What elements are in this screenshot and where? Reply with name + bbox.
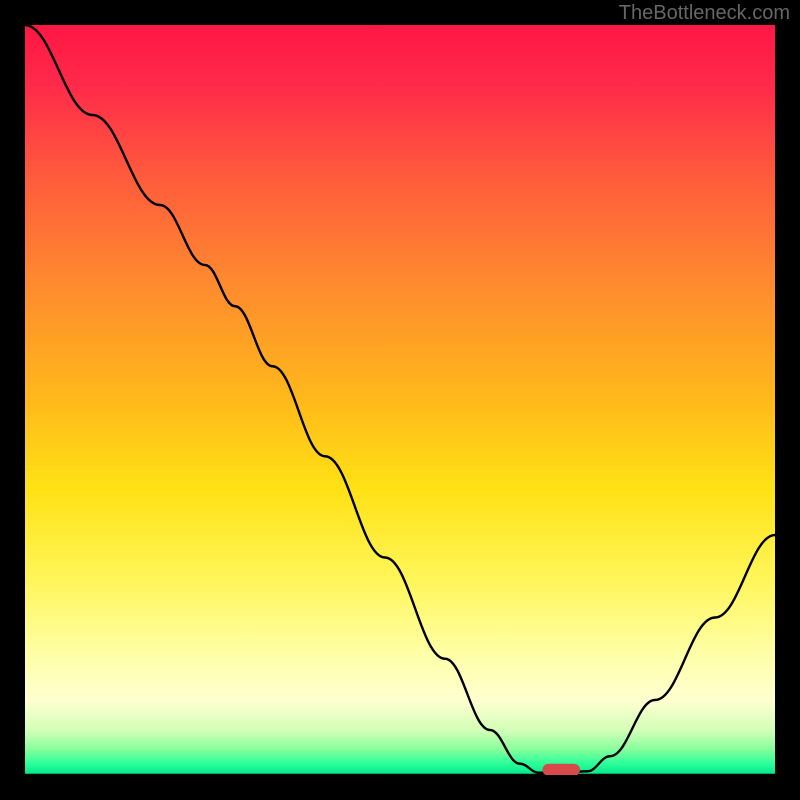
chart-background — [25, 25, 775, 775]
bottleneck-chart — [25, 25, 775, 775]
optimal-point-marker — [543, 764, 581, 775]
watermark-text: TheBottleneck.com — [619, 2, 790, 25]
